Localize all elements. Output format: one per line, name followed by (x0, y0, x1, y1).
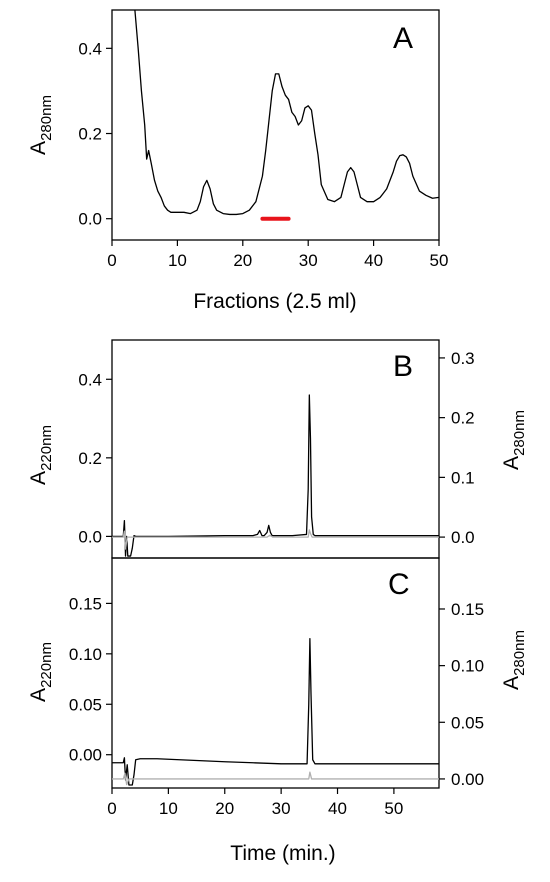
panel-c-left-y-axis-title: A220nm (27, 642, 55, 702)
panel-b-a220-trace (112, 394, 439, 557)
panel-b-left-y-tick-label: 0.0 (78, 527, 102, 546)
panel-a-x-tick-label: 30 (299, 251, 318, 270)
panel-a-x-tick-label: 10 (168, 251, 187, 270)
panel-b-right-y-axis-title: A280nm (500, 410, 528, 470)
panel-a-absorbance-trace (134, 9, 440, 216)
panel-a-left-y-tick-label: 0.2 (78, 125, 102, 144)
panel-b-left-y-axis-title-sub: 220nm (38, 425, 55, 471)
panel-b-right-y-ticks: 0.0 0.1 0.2 0.3 (439, 349, 475, 547)
panel-c-left-y-ticks: 0.00 0.05 0.10 0.15 (69, 594, 112, 765)
panel-c-right-y-axis-title-main: A (500, 676, 523, 690)
panel-c-frame (111, 557, 440, 789)
panel-c-x-tick-label: 50 (384, 799, 403, 818)
panel-b-right-y-axis-title-main: A (500, 456, 523, 470)
panel-a-y-axis-title: A280nm (27, 95, 55, 155)
panel-b-right-y-tick-label: 0.3 (451, 349, 475, 368)
panel-a-plot-area (134, 9, 440, 221)
panel-c-right-y-axis-title-sub: 280nm (511, 630, 528, 676)
panel-b-left-y-axis-title: A220nm (27, 425, 55, 485)
panel-b-right-y-axis-title-sub: 280nm (511, 410, 528, 456)
panel-a-left-y-tick-label: 0.4 (78, 39, 102, 58)
panel-c-x-tick-label: 20 (215, 799, 234, 818)
panel-a-letter: A (393, 22, 413, 55)
panel-c-a280-trace (112, 771, 439, 786)
panel-c-plot-area (112, 638, 439, 786)
panel-c-letter: C (388, 568, 410, 601)
panel-a-frame (111, 9, 440, 241)
panel-c-x-axis-title: Time (min.) (230, 842, 335, 865)
panel-b-letter: B (393, 350, 413, 383)
panel-a-x-axis-title: Fractions (2.5 ml) (193, 290, 356, 313)
panel-c-right-y-axis-title: A280nm (500, 630, 528, 690)
panel-c-right-y-tick-label: 0.15 (451, 600, 484, 619)
panel-a-y-ticks: 0.0 0.2 0.4 (78, 39, 112, 229)
panel-a-y-axis-title-main: A (27, 141, 50, 155)
panel-c-left-y-tick-label: 0.10 (69, 645, 102, 664)
panel-b-right-y-tick-label: 0.0 (451, 528, 475, 547)
panel-c-left-y-tick-label: 0.00 (69, 746, 102, 765)
panel-b-left-y-ticks: 0.0 0.2 0.4 (78, 370, 112, 546)
panel-c-x-tick-label: 30 (272, 799, 291, 818)
panel-c-x-tick-label: 0 (107, 799, 116, 818)
panel-c-right-y-ticks: 0.00 0.05 0.10 0.15 (439, 600, 484, 789)
panel-c-x-ticks: 0 10 20 30 40 50 (107, 788, 403, 818)
panel-b-a280-trace (112, 529, 439, 550)
panel-c-left-y-axis-title-main: A (27, 688, 50, 702)
panel-a-x-tick-label: 20 (233, 251, 252, 270)
panel-a-left-y-tick-label: 0.0 (78, 210, 102, 229)
panel-a-x-ticks: 0 10 20 30 40 50 (107, 240, 448, 270)
panel-a-y-axis-title-sub: 280nm (38, 95, 55, 141)
panel-b-left-y-axis-title-main: A (27, 471, 50, 485)
panel-c: 0 10 20 30 40 50 0.00 0.05 0.10 0.15 0.00 0.05 0.1… (27, 557, 528, 865)
panel-c-left-y-tick-label: 0.05 (69, 695, 102, 714)
panel-a: 0 10 20 30 40 50 0.0 0.2 0.4 A Fractions (2.5 m… (27, 9, 448, 313)
panel-b-right-y-tick-label: 0.1 (451, 468, 475, 487)
panel-b-plot-area (112, 394, 439, 557)
panel-b-right-y-tick-label: 0.2 (451, 409, 475, 428)
panel-b-left-y-tick-label: 0.4 (78, 370, 102, 389)
panel-c-x-tick-label: 10 (159, 799, 178, 818)
panel-b-left-y-tick-label: 0.2 (78, 449, 102, 468)
panel-b-frame (111, 339, 440, 559)
panel-c-left-y-axis-title-sub: 220nm (38, 642, 55, 688)
panel-a-x-tick-label: 50 (430, 251, 449, 270)
panel-b: 0.00.20.4 0.00.10.20.3 B A220nm A280nm (27, 339, 528, 559)
panel-c-right-y-tick-label: 0.10 (451, 657, 484, 676)
panel-a-x-tick-label: 0 (107, 251, 116, 270)
panel-c-right-y-tick-label: 0.05 (451, 713, 484, 732)
panel-c-a220-trace (112, 638, 439, 786)
panel-c-x-tick-label: 40 (328, 799, 347, 818)
panel-a-x-tick-label: 40 (364, 251, 383, 270)
panel-c-left-y-tick-label: 0.15 (69, 594, 102, 613)
panel-c-right-y-tick-label: 0.00 (451, 770, 484, 789)
